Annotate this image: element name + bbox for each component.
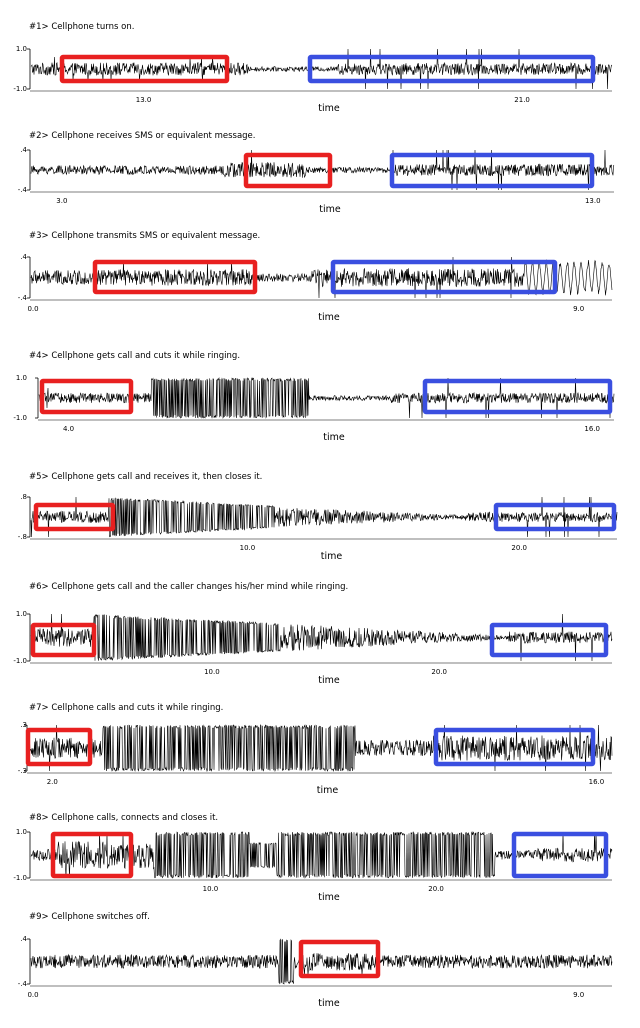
panel-5-xtick-1: 10.0	[240, 544, 256, 552]
panel-5-waveform	[30, 496, 618, 538]
panel-1-ytick-bottom: -1.0	[13, 85, 27, 93]
panel-8-highlight-red	[50, 831, 134, 879]
panel-4-title: #4> Cellphone gets call and cuts it whil…	[29, 351, 240, 361]
panel-7-xlabel: time	[317, 785, 339, 796]
panel-4-highlight-red	[39, 378, 134, 415]
panel-3-title: #3> Cellphone transmits SMS or equivalen…	[29, 231, 260, 241]
panel-3-ytick-bottom: -.4	[18, 294, 28, 302]
panel-7-waveform	[27, 724, 613, 772]
panel-6-xtick-1: 10.0	[204, 668, 220, 676]
panel-3-highlight-red	[92, 259, 258, 295]
panel-1: #1> Cellphone turns on. 1.0 -1.0 13.0 21.0 ti…	[13, 22, 613, 114]
panel-2-waveform	[30, 149, 615, 191]
panel-8: #8> Cellphone calls, connects and closes…	[13, 813, 613, 903]
panel-9-xtick-2: 9.0	[573, 991, 584, 999]
panel-9-waveform	[30, 938, 613, 985]
panel-6-title: #6> Cellphone gets call and the caller c…	[29, 582, 348, 592]
panel-2-highlight-blue	[389, 152, 595, 189]
panel-6: #6> Cellphone gets call and the caller c…	[13, 582, 613, 686]
panel-5-highlight-blue	[493, 502, 617, 532]
panel-2-ytick-top: .4	[20, 146, 27, 154]
panel-1-title: #1> Cellphone turns on.	[29, 22, 134, 32]
panel-5-highlight-red	[33, 502, 116, 532]
panel-6-xlabel: time	[318, 675, 340, 686]
panel-7-highlight-red	[25, 727, 93, 767]
panel-4-ytick-bottom: -1.0	[13, 414, 27, 422]
panel-2-xtick-1: 3.0	[56, 197, 67, 205]
panel-4-waveform	[38, 377, 615, 419]
panel-3-ytick-top: .4	[20, 253, 27, 261]
panel-4-xlabel: time	[323, 432, 345, 443]
panel-8-xtick-1: 10.0	[203, 885, 219, 893]
panel-1-waveform	[30, 48, 613, 90]
panel-7-ytick-top: .3	[20, 721, 27, 729]
panel-2-xlabel: time	[319, 204, 341, 215]
panel-3-xlabel: time	[318, 312, 340, 323]
panel-6-ytick-bottom: -1.0	[13, 657, 27, 665]
panel-1-xtick-2: 21.0	[514, 96, 530, 104]
panel-4: #4> Cellphone gets call and cuts it whil…	[13, 351, 615, 443]
panel-5-title: #5> Cellphone gets call and receives it,…	[29, 472, 262, 482]
panel-4-highlight-blue	[422, 378, 613, 415]
panel-3-waveform	[30, 256, 613, 299]
panel-7-xtick-1: 2.0	[47, 778, 58, 786]
panel-7-xtick-2: 16.0	[589, 778, 605, 786]
panel-9-xlabel: time	[318, 998, 340, 1009]
panel-8-waveform	[30, 830, 613, 879]
panel-7: #7> Cellphone calls and cuts it while ri…	[18, 703, 613, 796]
panel-5: #5> Cellphone gets call and receives it,…	[18, 472, 618, 562]
panel-3: #3> Cellphone transmits SMS or equivalen…	[18, 231, 613, 323]
panel-6-xtick-2: 20.0	[431, 668, 447, 676]
panel-1-ytick-top: 1.0	[16, 45, 27, 53]
panel-2-highlight-red	[243, 152, 333, 189]
panel-8-highlight-blue	[511, 831, 609, 879]
panel-9: #9> Cellphone switches off. .4 -.4 0.0 9.0 ti…	[18, 912, 613, 1009]
panel-2-ytick-bottom: -.4	[18, 186, 28, 194]
panel-9-xtick-1: 0.0	[27, 991, 38, 999]
panel-9-ytick-bottom: -.4	[18, 980, 28, 988]
panel-5-xtick-2: 20.0	[511, 544, 527, 552]
panel-8-ytick-bottom: -1.0	[13, 874, 27, 882]
panel-3-xtick-2: 9.0	[573, 305, 584, 313]
panel-8-xtick-2: 20.0	[428, 885, 444, 893]
panel-3-xtick-1: 0.0	[27, 305, 38, 313]
panel-8-ytick-top: 1.0	[16, 828, 27, 836]
panel-6-ytick-top: 1.0	[16, 610, 27, 618]
panel-2-title: #2> Cellphone receives SMS or equivalent…	[29, 131, 256, 141]
panel-8-xlabel: time	[318, 892, 340, 903]
panel-6-highlight-blue	[489, 622, 609, 658]
panel-9-ytick-top: .4	[20, 935, 27, 943]
panel-9-highlight-red	[298, 939, 381, 979]
panel-2-xtick-2: 13.0	[585, 197, 601, 205]
panel-6-waveform	[30, 613, 613, 662]
panel-1-xlabel: time	[318, 103, 340, 114]
panel-6-highlight-red	[30, 622, 97, 658]
panel-7-title: #7> Cellphone calls and cuts it while ri…	[29, 703, 223, 713]
panel-8-title: #8> Cellphone calls, connects and closes…	[29, 813, 218, 823]
panel-5-xlabel: time	[321, 551, 343, 562]
panel-7-highlight-blue	[433, 727, 596, 767]
panel-5-ytick-bottom: -.8	[18, 533, 27, 541]
panel-7-ytick-bottom: -.3	[18, 767, 27, 775]
panel-3-highlight-blue	[330, 259, 558, 295]
panel-1-xtick-1: 13.0	[136, 96, 152, 104]
panel-4-ytick-top: 1.0	[16, 374, 27, 382]
panel-9-title: #9> Cellphone switches off.	[29, 912, 150, 922]
panel-2: #2> Cellphone receives SMS or equivalent…	[18, 131, 615, 215]
panel-1-highlight-red	[59, 54, 230, 84]
panel-4-xtick-2: 16.0	[584, 425, 600, 433]
panel-4-xtick-1: 4.0	[63, 425, 74, 433]
panel-5-ytick-top: .8	[20, 493, 27, 501]
panel-1-highlight-blue	[307, 54, 596, 84]
